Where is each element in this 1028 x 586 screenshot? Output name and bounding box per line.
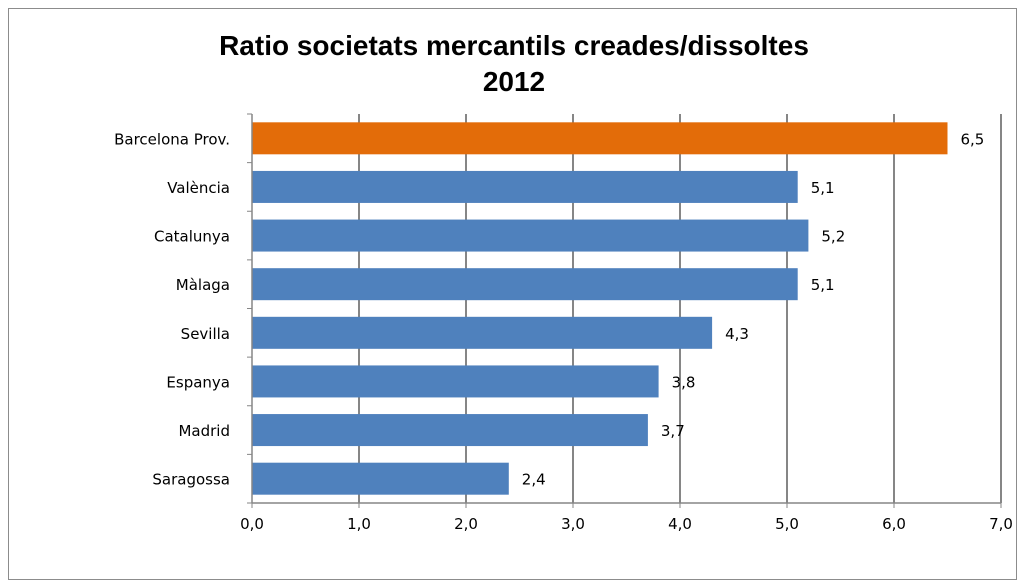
chart-title: Ratio societats mercantils creades/disso… [0, 28, 1028, 100]
data-label: 2,4 [522, 471, 546, 489]
chart-title-line2: 2012 [482, 66, 546, 97]
category-label: Espanya [166, 373, 230, 391]
data-label: 3,7 [661, 422, 685, 440]
bar [252, 414, 648, 447]
data-label: 3,8 [672, 373, 696, 391]
chart-title-line1: Ratio societats mercantils creades/disso… [219, 30, 809, 61]
category-label: Madrid [178, 422, 230, 440]
bar [252, 170, 798, 203]
category-label: Catalunya [154, 228, 230, 246]
x-tick-label: 1,0 [347, 515, 371, 533]
x-tick-label: 5,0 [775, 515, 799, 533]
data-label: 5,2 [821, 228, 845, 246]
x-tick-label: 4,0 [668, 515, 692, 533]
data-label: 5,1 [811, 276, 835, 294]
bar [252, 268, 798, 301]
bar [252, 365, 659, 398]
bar [252, 316, 713, 349]
category-label: València [167, 179, 230, 197]
bar [252, 219, 809, 252]
data-label: 4,3 [725, 325, 749, 343]
x-tick-label: 7,0 [989, 515, 1013, 533]
category-label: Saragossa [152, 471, 230, 489]
data-label: 5,1 [811, 179, 835, 197]
x-tick-label: 3,0 [561, 515, 585, 533]
category-label: Sevilla [181, 325, 230, 343]
category-label: Barcelona Prov. [114, 130, 230, 148]
x-tick-label: 6,0 [882, 515, 906, 533]
x-tick-label: 2,0 [454, 515, 478, 533]
data-label: 6,5 [961, 130, 985, 148]
x-tick-label: 0,0 [240, 515, 264, 533]
category-label: Màlaga [176, 276, 230, 294]
bar [252, 462, 509, 495]
bar [252, 122, 948, 155]
